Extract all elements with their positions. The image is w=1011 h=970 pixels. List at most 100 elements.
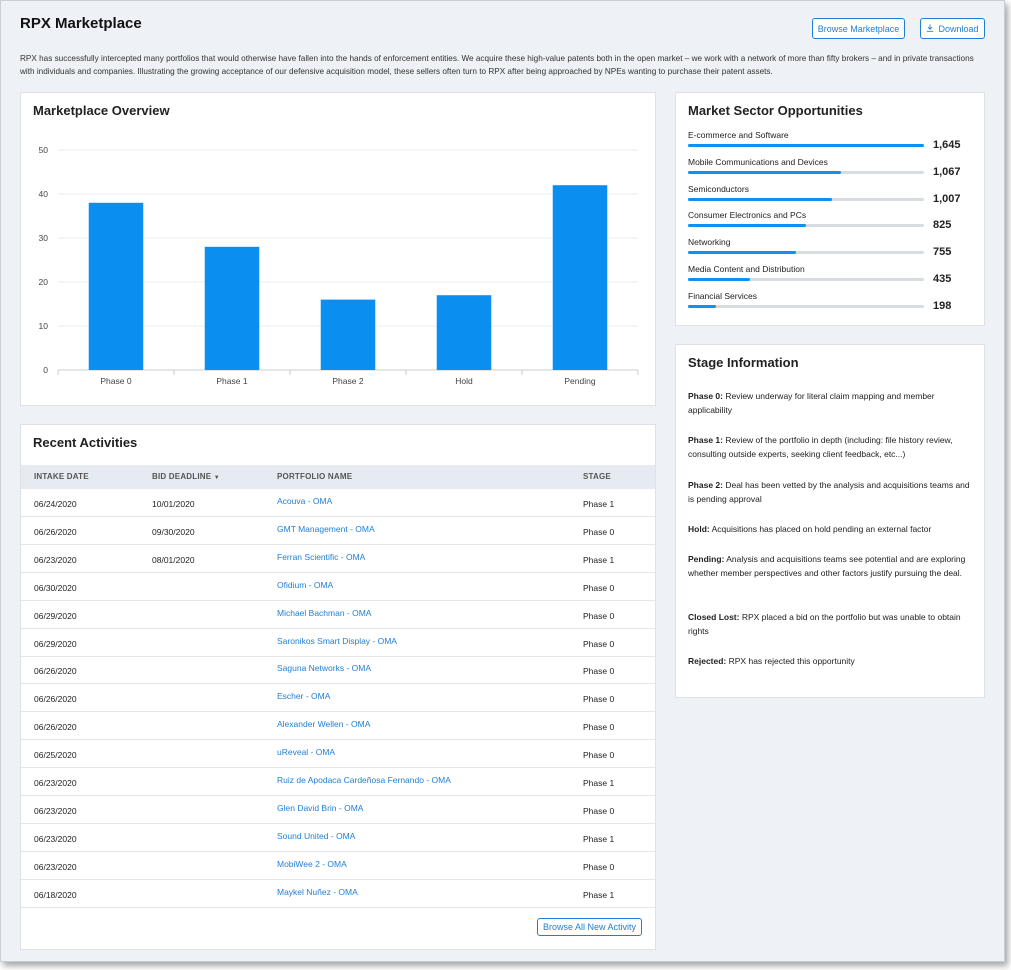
sector-bar-fill: [688, 198, 832, 201]
stage-term: Pending:: [688, 554, 724, 564]
sector-bar-track: [688, 224, 924, 227]
y-tick-label: 20: [39, 277, 49, 287]
sector-bar-track: [688, 278, 924, 281]
portfolio-link[interactable]: Glen David Brin - OMA: [277, 803, 363, 813]
stage-term: Closed Lost:: [688, 612, 739, 622]
sector-label: Consumer Electronics and PCs: [688, 210, 806, 220]
browse-marketplace-button[interactable]: Browse Marketplace: [812, 18, 905, 39]
stage-cell: Phase 0: [583, 722, 614, 732]
column-bid-deadline[interactable]: BID DEADLINE ▼: [152, 465, 220, 489]
marketplace-overview-card: Marketplace Overview 01020304050Phase 0P…: [20, 92, 656, 406]
portfolio-link[interactable]: Maykel Nuñez - OMA: [277, 887, 358, 897]
stage-item: Closed Lost: RPX placed a bid on the por…: [688, 610, 972, 638]
sector-value: 825: [933, 219, 951, 231]
intake-date-cell: 06/26/2020: [34, 694, 77, 704]
table-row[interactable]: 06/24/202010/01/2020Acouva - OMAPhase 1: [21, 489, 655, 517]
table-row[interactable]: 06/23/2020MobiWee 2 - OMAPhase 0: [21, 852, 655, 880]
column-stage[interactable]: STAGE: [583, 465, 611, 489]
intake-date-cell: 06/23/2020: [34, 834, 77, 844]
stage-cell: Phase 1: [583, 555, 614, 565]
column-intake-date[interactable]: INTAKE DATE: [34, 465, 89, 489]
table-row[interactable]: 06/23/2020 Sound United - OMA Phase 1: [21, 824, 655, 852]
y-tick-label: 0: [43, 365, 48, 375]
table-row[interactable]: 06/29/2020 Michael Bachman - OMA Phase 0: [21, 601, 655, 629]
stage-cell: Phase 0: [583, 750, 614, 760]
browse-all-activity-button[interactable]: Browse All New Activity: [537, 918, 642, 936]
intake-date-cell: 06/26/2020: [34, 666, 77, 676]
bid-deadline-cell: 08/01/2020: [152, 555, 195, 565]
portfolio-link[interactable]: Saronikos Smart Display - OMA: [277, 636, 397, 646]
portfolio-link[interactable]: Acouva - OMA: [277, 496, 332, 506]
stage-item: Phase 1: Review of the portfolio in dept…: [688, 433, 972, 461]
sector-item: Media Content and Distribution435: [688, 264, 978, 291]
stage-description: Review underway for literal claim mappin…: [688, 391, 935, 415]
stage-item: Pending: Analysis and acquisitions teams…: [688, 552, 972, 580]
stage-term: Phase 0:: [688, 391, 723, 401]
sector-value: 198: [933, 300, 951, 312]
market-sector-title: Market Sector Opportunities: [688, 103, 863, 118]
sector-bar-fill: [688, 251, 796, 254]
stage-cell: Phase 1: [583, 778, 614, 788]
portfolio-link[interactable]: uReveal - OMA: [277, 747, 335, 757]
table-row[interactable]: 06/30/2020Ofidium - OMAPhase 0: [21, 573, 655, 601]
intake-date-cell: 06/26/2020: [34, 527, 77, 537]
portfolio-link[interactable]: Alexander Wellen - OMA: [277, 719, 370, 729]
y-tick-label: 30: [39, 233, 49, 243]
sector-bar-fill: [688, 278, 750, 281]
sector-label: Networking: [688, 237, 731, 247]
table-row[interactable]: 06/26/2020Alexander Wellen - OMAPhase 0: [21, 712, 655, 740]
sector-bar-fill: [688, 305, 716, 308]
stage-description: Deal has been vetted by the analysis and…: [688, 480, 970, 504]
portfolio-link[interactable]: Sound United - OMA: [277, 831, 355, 841]
sector-item: Consumer Electronics and PCs 825: [688, 210, 978, 237]
stage-cell: Phase 0: [583, 666, 614, 676]
sector-value: 435: [933, 273, 951, 285]
sector-label: Financial Services: [688, 291, 757, 301]
sector-bar-fill: [688, 224, 806, 227]
table-row[interactable]: 06/26/2020 Saguna Networks - OMA Phase 0: [21, 656, 655, 684]
stage-description: Acquisitions has placed on hold pending …: [710, 524, 932, 534]
portfolio-link[interactable]: Escher - OMA: [277, 691, 330, 701]
table-row[interactable]: 06/26/202009/30/2020GMT Management - OMA…: [21, 517, 655, 545]
sector-bar-track: [688, 144, 924, 147]
table-row[interactable]: 06/23/2020Ruiz de Apodaca Cardeñosa Fern…: [21, 768, 655, 796]
table-row[interactable]: 06/26/2020Escher - OMAPhase 0: [21, 684, 655, 712]
x-tick-label: Pending: [564, 376, 595, 386]
portfolio-link[interactable]: Michael Bachman - OMA: [277, 608, 371, 618]
table-row[interactable]: 06/23/202008/01/2020Ferran Scientific - …: [21, 545, 655, 573]
portfolio-link[interactable]: Saguna Networks - OMA: [277, 663, 371, 673]
sort-down-icon: ▼: [214, 475, 220, 481]
stage-cell: Phase 0: [583, 639, 614, 649]
stage-term: Rejected:: [688, 656, 726, 666]
stage-term: Phase 2:: [688, 480, 723, 490]
stage-cell: Phase 1: [583, 890, 614, 900]
table-row[interactable]: 06/25/2020uReveal - OMAPhase 0: [21, 740, 655, 768]
bid-deadline-cell: 10/01/2020: [152, 499, 195, 509]
stage-cell: Phase 1: [583, 834, 614, 844]
portfolio-link[interactable]: GMT Management - OMA: [277, 524, 375, 534]
download-label: Download: [938, 24, 978, 34]
column-portfolio-name[interactable]: PORTFOLIO NAME: [277, 465, 352, 489]
portfolio-link[interactable]: Ferran Scientific - OMA: [277, 552, 365, 562]
recent-activities-card: Recent Activities INTAKE DATE BID DEADLI…: [20, 424, 656, 950]
download-button[interactable]: Download: [920, 18, 985, 39]
stage-cell: Phase 0: [583, 806, 614, 816]
portfolio-link[interactable]: Ofidium - OMA: [277, 580, 333, 590]
stage-cell: Phase 0: [583, 527, 614, 537]
sector-label: E-commerce and Software: [688, 130, 789, 140]
y-tick-label: 40: [39, 189, 49, 199]
table-row[interactable]: 06/18/2020Maykel Nuñez - OMAPhase 1: [21, 880, 655, 908]
sector-value: 755: [933, 246, 951, 258]
portfolio-link[interactable]: MobiWee 2 - OMA: [277, 859, 347, 869]
intake-date-cell: 06/29/2020: [34, 611, 77, 621]
marketplace-overview-chart: 01020304050Phase 0Phase 1Phase 2HoldPend…: [21, 93, 657, 405]
stage-cell: Phase 0: [583, 611, 614, 621]
table-row[interactable]: 06/23/2020Glen David Brin - OMAPhase 0: [21, 796, 655, 824]
browse-all-activity-label: Browse All New Activity: [543, 922, 636, 932]
page-title: RPX Marketplace: [20, 15, 142, 32]
portfolio-link[interactable]: Ruiz de Apodaca Cardeñosa Fernando - OMA: [277, 775, 451, 785]
stage-item: Rejected: RPX has rejected this opportun…: [688, 654, 972, 668]
sector-item: Networking 755: [688, 237, 978, 264]
table-row[interactable]: 06/29/2020Saronikos Smart Display - OMAP…: [21, 629, 655, 657]
